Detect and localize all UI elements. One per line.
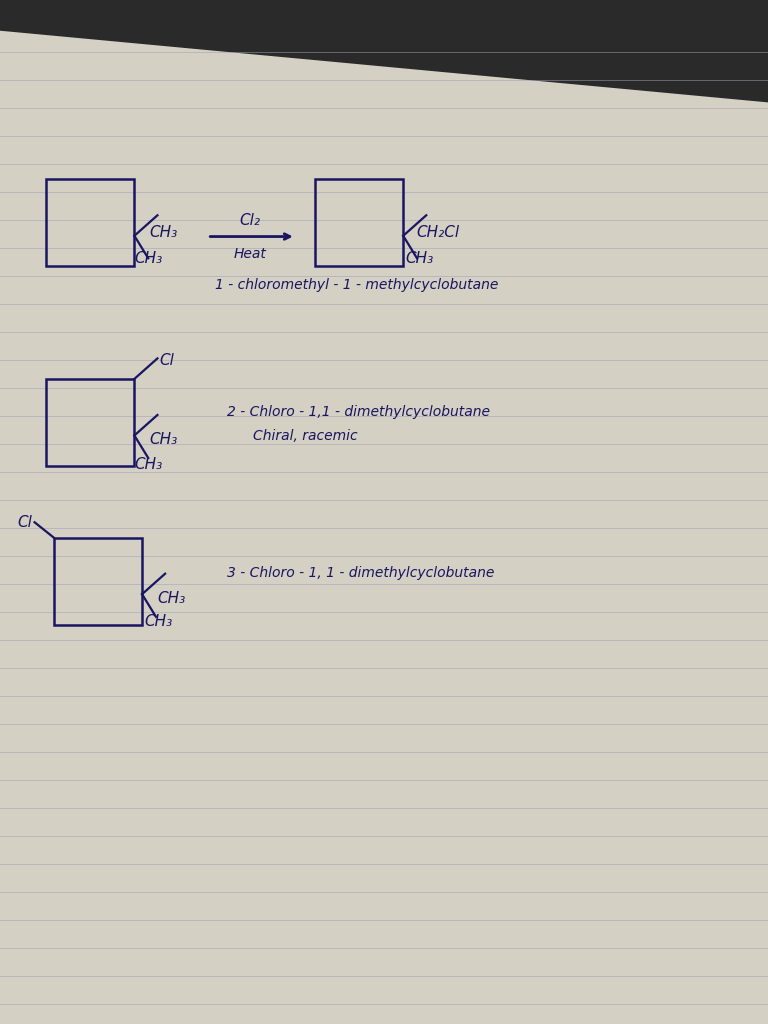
Text: CH₃: CH₃ <box>157 591 186 605</box>
Text: CH₃: CH₃ <box>406 251 434 265</box>
Text: CH₃: CH₃ <box>144 614 173 629</box>
Text: Cl₂: Cl₂ <box>239 213 260 227</box>
Text: Chiral, racemic: Chiral, racemic <box>253 429 358 443</box>
Text: 3 - Chloro - 1, 1 - dimethylcyclobutane: 3 - Chloro - 1, 1 - dimethylcyclobutane <box>227 566 494 581</box>
Text: CH₃: CH₃ <box>150 225 178 240</box>
Bar <box>46 179 134 266</box>
Bar <box>54 538 142 625</box>
Polygon shape <box>0 31 768 1024</box>
Text: Cl: Cl <box>160 353 174 368</box>
Text: CH₃: CH₃ <box>150 432 178 446</box>
Text: Heat: Heat <box>233 247 266 261</box>
Text: 1 - chloromethyl - 1 - methylcyclobutane: 1 - chloromethyl - 1 - methylcyclobutane <box>215 278 498 292</box>
Text: CH₂Cl: CH₂Cl <box>416 225 459 240</box>
Text: CH₃: CH₃ <box>134 251 163 265</box>
Text: CH₃: CH₃ <box>134 458 163 472</box>
Text: 2 - Chloro - 1,1 - dimethylcyclobutane: 2 - Chloro - 1,1 - dimethylcyclobutane <box>227 404 489 419</box>
Bar <box>315 179 403 266</box>
Bar <box>46 379 134 466</box>
Text: Cl: Cl <box>17 515 31 529</box>
